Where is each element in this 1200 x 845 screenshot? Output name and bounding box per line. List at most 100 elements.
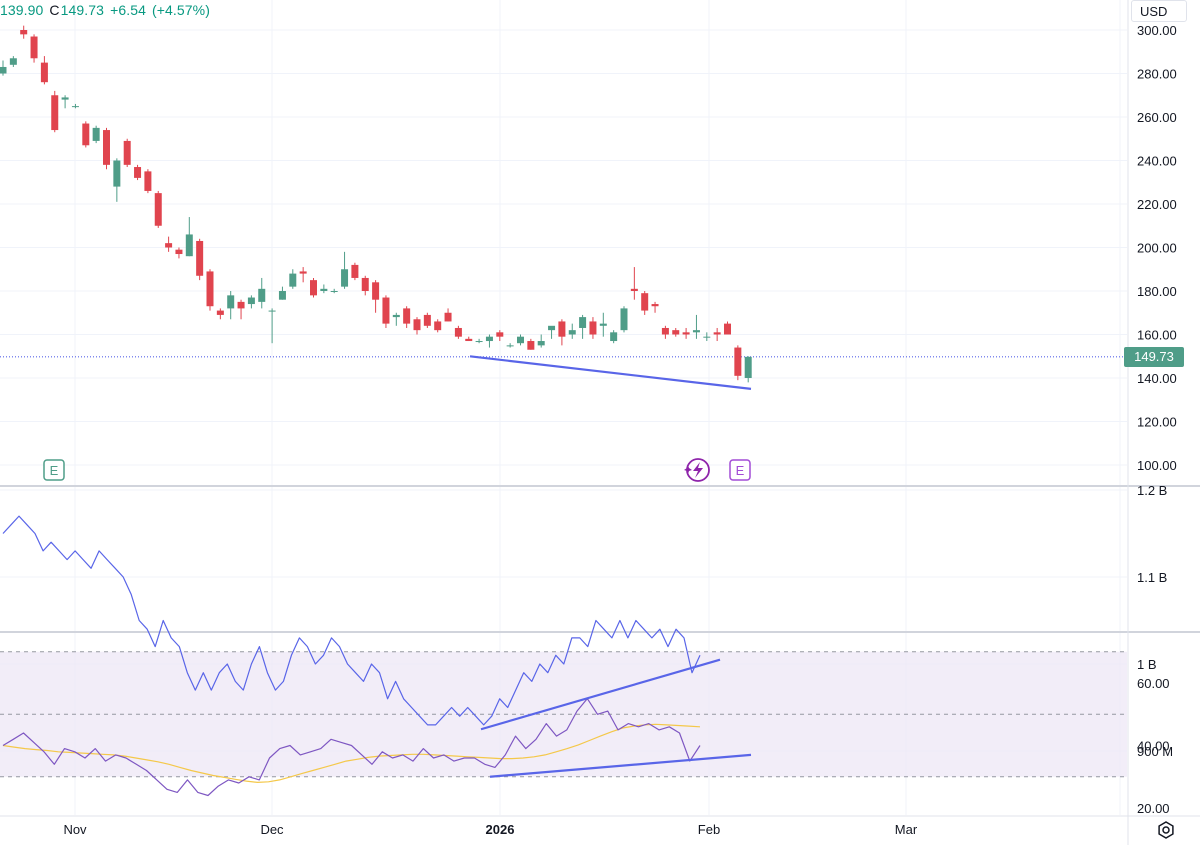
candle-body bbox=[247, 297, 255, 305]
obv-tick-label: 1.2 B bbox=[1137, 483, 1167, 498]
candle-body bbox=[20, 30, 28, 35]
earnings-icon[interactable]: E bbox=[729, 459, 751, 481]
rsi-line bbox=[2, 697, 701, 797]
obv-trendline bbox=[480, 658, 721, 731]
price-tick-label: 140.00 bbox=[1137, 371, 1177, 386]
candle-body bbox=[661, 327, 669, 335]
candle-body bbox=[351, 264, 359, 278]
marker-box bbox=[729, 459, 751, 481]
candle-body bbox=[599, 323, 607, 326]
obv-tick-label: 900 M bbox=[1137, 744, 1173, 759]
candle-body bbox=[610, 332, 618, 342]
sparkle bbox=[684, 465, 692, 474]
candle-body bbox=[154, 193, 162, 226]
trendlines[interactable] bbox=[469, 355, 752, 778]
candle-body bbox=[71, 106, 79, 108]
price-tick-label: 220.00 bbox=[1137, 197, 1177, 212]
candle-body bbox=[630, 288, 638, 291]
candle-body bbox=[165, 243, 173, 248]
rsi-tick-label: 60.00 bbox=[1137, 676, 1170, 691]
candle-body bbox=[237, 301, 245, 309]
candle-body bbox=[558, 321, 566, 337]
marker-label: E bbox=[736, 463, 745, 478]
candle-body bbox=[734, 347, 742, 376]
candle-body bbox=[434, 321, 442, 331]
price-trendline bbox=[469, 355, 752, 390]
candle-body bbox=[206, 271, 214, 307]
close-label: C bbox=[49, 2, 60, 18]
rsi-tick-label: 40.00 bbox=[1137, 739, 1170, 754]
time-tick-label: Nov bbox=[63, 822, 87, 837]
candle-body bbox=[672, 330, 680, 335]
rsi-trendline bbox=[489, 753, 752, 778]
marker-box bbox=[43, 459, 65, 481]
candle-body bbox=[258, 288, 266, 302]
candle-body bbox=[0, 66, 7, 74]
candle-body bbox=[517, 336, 524, 344]
candle-body bbox=[310, 280, 317, 296]
candle-body bbox=[30, 36, 38, 59]
candle-body bbox=[403, 308, 411, 324]
candle-body bbox=[299, 271, 307, 274]
candle-body bbox=[413, 319, 421, 331]
obv-tick-label: 1.1 B bbox=[1137, 570, 1167, 585]
candle-body bbox=[9, 58, 17, 65]
candle-body bbox=[382, 297, 390, 324]
rsi-band bbox=[0, 651, 1127, 778]
candle-body bbox=[620, 308, 628, 331]
candle-body bbox=[692, 330, 700, 333]
dividend-lightning-icon[interactable] bbox=[684, 458, 710, 482]
axes: 300.00 280.00 260.00 240.00 220.00 200.00 180.… bbox=[63, 23, 1176, 837]
candle-body bbox=[444, 312, 452, 322]
change-percent: (+4.57%) bbox=[152, 2, 210, 18]
candle-body bbox=[268, 310, 276, 312]
marker-label: E bbox=[50, 463, 59, 478]
candle-body bbox=[278, 291, 286, 300]
candle-body bbox=[175, 249, 183, 255]
earnings-icon[interactable]: E bbox=[43, 459, 65, 481]
candle-body bbox=[361, 277, 369, 291]
candle-body bbox=[320, 288, 328, 291]
change-value: +6.54 bbox=[110, 2, 146, 18]
candle-body bbox=[330, 291, 338, 292]
candle-body bbox=[506, 345, 514, 347]
candle-body bbox=[589, 321, 597, 335]
candle-body bbox=[744, 356, 752, 378]
candle-body bbox=[134, 167, 142, 178]
time-tick-label: 2026 bbox=[486, 822, 515, 837]
candle-body bbox=[454, 327, 462, 337]
candle-body bbox=[82, 123, 90, 146]
time-tick-label: Mar bbox=[895, 822, 918, 837]
candle-body bbox=[113, 160, 121, 187]
candle-body bbox=[40, 62, 48, 83]
candle-body bbox=[485, 336, 493, 342]
time-tick-label: Dec bbox=[260, 822, 284, 837]
candle-body bbox=[641, 293, 649, 311]
time-tick-label: Feb bbox=[698, 822, 720, 837]
candle-body bbox=[196, 240, 204, 276]
price-tick-label: 120.00 bbox=[1137, 415, 1177, 430]
price-tick-label: 280.00 bbox=[1137, 67, 1177, 82]
low-value: 139.90 bbox=[0, 2, 44, 18]
candle-body bbox=[372, 282, 380, 300]
candle-body bbox=[341, 269, 349, 287]
gear-icon[interactable] bbox=[1156, 820, 1176, 840]
candle-body bbox=[527, 341, 535, 350]
candle-body bbox=[713, 332, 721, 335]
candle-body bbox=[548, 325, 556, 331]
currency-selector[interactable]: USD bbox=[1131, 0, 1187, 22]
obv-indicator bbox=[2, 515, 701, 726]
last-price-label: 149.73 bbox=[1124, 347, 1184, 367]
rsi-tick-label: 20.00 bbox=[1137, 801, 1170, 816]
candle-body bbox=[465, 338, 473, 342]
candle-body bbox=[568, 330, 576, 335]
candle-body bbox=[289, 273, 297, 287]
candle-body bbox=[227, 295, 235, 309]
candle-body bbox=[123, 140, 131, 165]
candle-body bbox=[423, 314, 431, 326]
candle-body bbox=[51, 95, 59, 131]
price-tick-label: 100.00 bbox=[1137, 458, 1177, 473]
candle-body bbox=[392, 314, 400, 318]
